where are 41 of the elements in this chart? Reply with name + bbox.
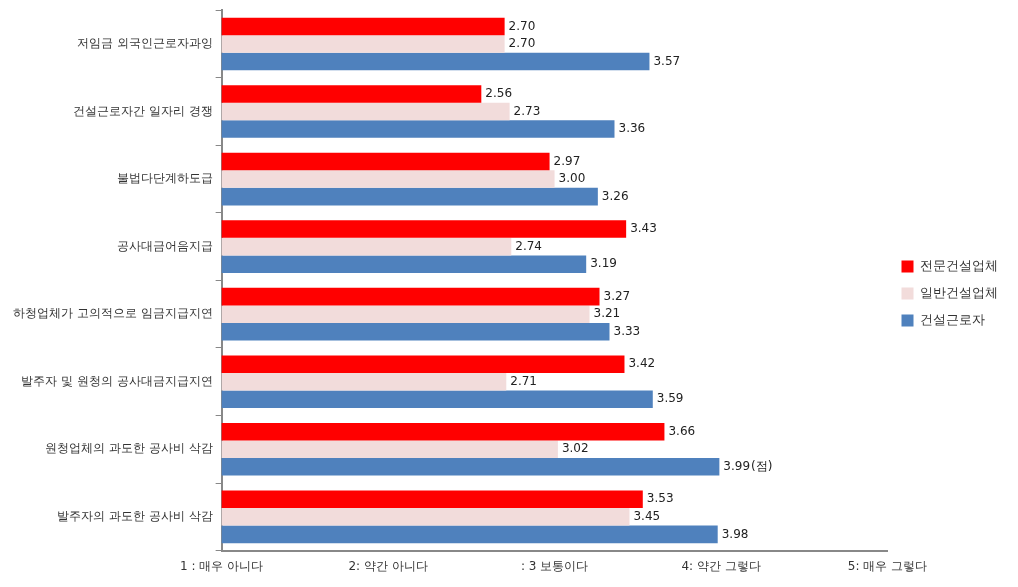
data-label: 3.57 xyxy=(653,53,681,68)
data-label: 2.71 xyxy=(510,373,538,388)
data-label: 2.56 xyxy=(485,86,513,101)
x-tick-label: 4: 약간 그렇다 xyxy=(681,558,761,573)
x-tick-label: 1 : 매우 아니다 xyxy=(180,558,264,573)
data-label: 2.97 xyxy=(553,153,581,168)
x-tick-label: : 3 보통이다 xyxy=(520,558,589,573)
y-tick-label: 발주자 및 원청의 공사대금지급지연 xyxy=(21,373,213,388)
legend-label: 전문건설업체 xyxy=(920,257,998,273)
y-tick-label: 불법다단계하도급 xyxy=(116,171,213,186)
data-label: 3.27 xyxy=(603,288,631,303)
data-label: 3.00 xyxy=(558,171,586,186)
data-label: 3.59 xyxy=(656,391,684,406)
legend-label: 건설근로자 xyxy=(920,311,985,327)
data-label: 3.33 xyxy=(613,323,641,338)
y-tick-label: 하청업체가 고의적으로 임금지급지연 xyxy=(12,306,213,321)
annotation: (점) xyxy=(751,458,773,473)
x-tick-label: 2: 약간 아니다 xyxy=(348,558,428,573)
x-tick-label: 5: 매우 그렇다 xyxy=(847,558,928,573)
y-tick-label: 원청업체의 과도한 공사비 삭감 xyxy=(45,441,213,456)
data-label: 2.70 xyxy=(508,18,536,33)
data-label: 3.66 xyxy=(668,423,696,438)
y-tick-label: 공사대금어음지급 xyxy=(116,238,213,253)
data-label: 3.43 xyxy=(630,221,657,236)
data-label: 3.42 xyxy=(628,356,656,371)
data-label: 3.98 xyxy=(721,526,749,541)
data-label: 2.73 xyxy=(513,103,541,118)
data-label: 3.26 xyxy=(601,188,629,203)
data-label: 3.02 xyxy=(561,441,589,456)
data-label: 3.36 xyxy=(618,121,646,136)
data-label: 3.53 xyxy=(646,491,674,506)
data-label: 2.70 xyxy=(508,36,536,51)
data-label: 3.21 xyxy=(593,306,621,321)
y-tick-label: 발주자의 과도한 공사비 삭감 xyxy=(57,508,213,523)
data-label: 3.45 xyxy=(633,508,661,523)
data-label: 3.99 xyxy=(723,458,751,473)
y-tick-label: 건설근로자간 일자리 경쟁 xyxy=(72,103,213,118)
data-label: 2.74 xyxy=(515,238,542,253)
data-label: 3.19 xyxy=(590,256,617,271)
legend-label: 일반건설업체 xyxy=(920,284,998,300)
y-tick-label: 저임금 외국인근로자과잉 xyxy=(76,36,213,51)
